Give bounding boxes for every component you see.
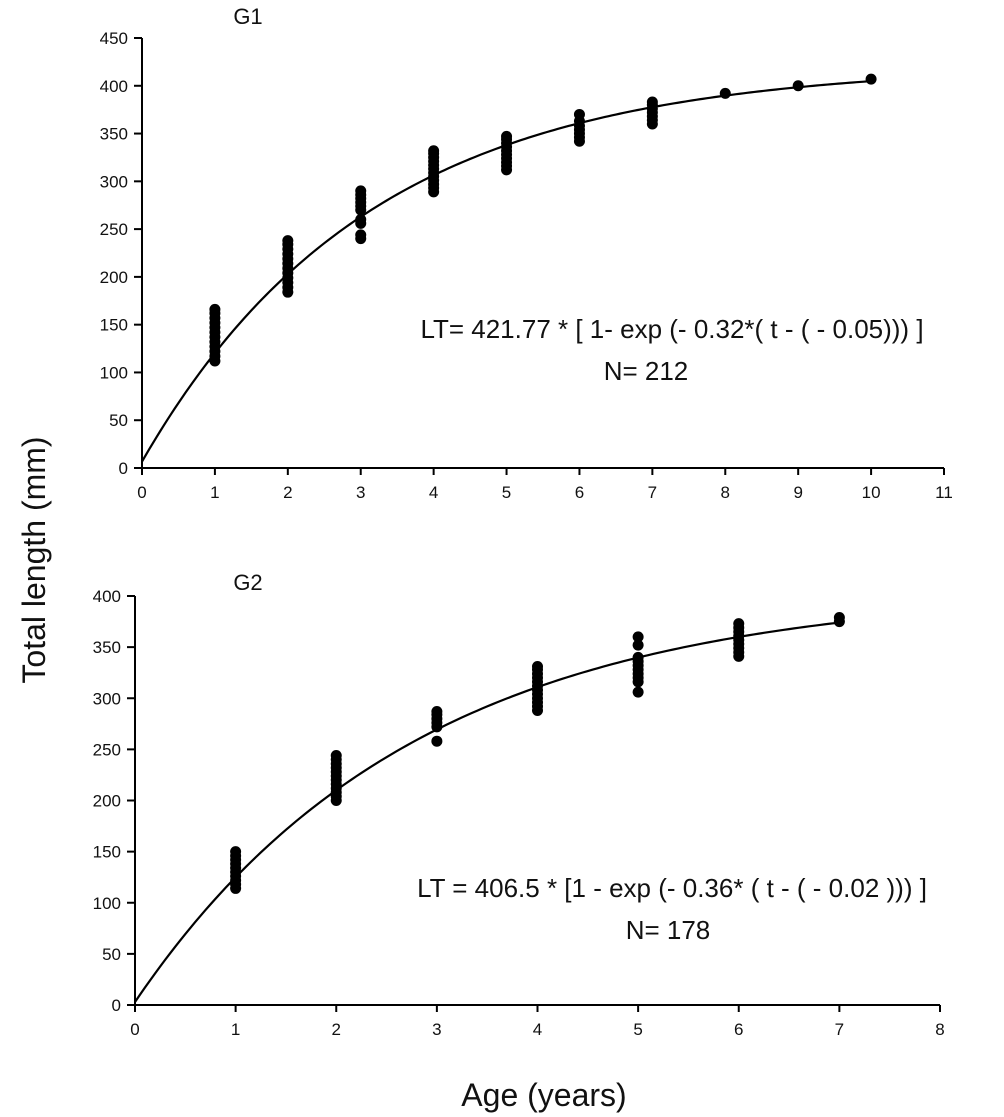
x-tick-label: 6 bbox=[575, 483, 584, 502]
data-point bbox=[632, 639, 644, 651]
y-tick-label: 50 bbox=[102, 945, 121, 964]
data-point bbox=[355, 229, 367, 241]
data-point bbox=[209, 303, 221, 315]
y-tick-label: 250 bbox=[100, 220, 128, 239]
x-tick-label: 5 bbox=[502, 483, 511, 502]
x-tick-label: 1 bbox=[231, 1020, 240, 1039]
x-tick-label: 10 bbox=[862, 483, 881, 502]
y-tick-label: 100 bbox=[100, 363, 128, 382]
data-point bbox=[632, 631, 644, 643]
y-tick-label: 350 bbox=[100, 125, 128, 144]
data-point bbox=[501, 130, 513, 142]
data-point bbox=[532, 661, 543, 673]
data-point bbox=[646, 96, 658, 108]
y-tick-label: 300 bbox=[100, 172, 128, 191]
x-tick-label: 7 bbox=[648, 483, 657, 502]
y-tick-label: 400 bbox=[93, 587, 121, 606]
x-tick-label: 4 bbox=[429, 483, 438, 502]
data-point bbox=[573, 108, 585, 120]
panel-g1: G1 0 50 100 150 200 250 300 350 400 450 0 1 2 3 4 5 6 7 8 9 1… bbox=[100, 4, 953, 502]
data-point bbox=[355, 214, 367, 226]
sample-size-label: N= 178 bbox=[626, 915, 711, 945]
x-tick-label: 6 bbox=[734, 1020, 743, 1039]
y-tick-label: 450 bbox=[100, 29, 128, 48]
y-axis-title: Total length (mm) bbox=[16, 436, 52, 683]
data-point bbox=[719, 87, 731, 99]
y-tick-label: 150 bbox=[100, 316, 128, 335]
x-tick-label: 0 bbox=[130, 1020, 139, 1039]
y-tick-label: 0 bbox=[112, 996, 121, 1015]
data-point bbox=[431, 735, 443, 747]
x-tick-label: 8 bbox=[935, 1020, 944, 1039]
y-tick-label: 100 bbox=[93, 894, 121, 913]
x-tick-label: 2 bbox=[283, 483, 292, 502]
x-tick-label: 0 bbox=[137, 483, 146, 502]
panel-g2: G2 0 50 100 150 200 250 300 350 400 0 1 2 3 4 5 6 7 8 LT = … bbox=[93, 570, 945, 1039]
x-tick-label: 5 bbox=[633, 1020, 642, 1039]
data-point bbox=[632, 686, 644, 698]
x-tick-label: 4 bbox=[533, 1020, 542, 1039]
data-point bbox=[865, 73, 877, 85]
y-tick-label: 150 bbox=[93, 843, 121, 862]
panel-title: G2 bbox=[233, 570, 262, 595]
data-point bbox=[733, 618, 745, 630]
data-point bbox=[230, 846, 242, 858]
data-point bbox=[428, 145, 440, 157]
y-tick-label: 400 bbox=[100, 77, 128, 96]
y-tick-label: 0 bbox=[119, 459, 128, 478]
x-tick-label: 8 bbox=[721, 483, 730, 502]
x-tick-label: 9 bbox=[793, 483, 802, 502]
y-tick-label: 300 bbox=[93, 689, 121, 708]
data-point bbox=[792, 80, 804, 92]
fitted-growth-curve bbox=[134, 621, 840, 1003]
x-tick-label: 11 bbox=[935, 483, 953, 502]
y-tick-label: 50 bbox=[109, 411, 128, 430]
x-tick-label: 3 bbox=[432, 1020, 441, 1039]
x-tick-label: 7 bbox=[835, 1020, 844, 1039]
y-tick-label: 200 bbox=[93, 792, 121, 811]
y-tick-label: 200 bbox=[100, 268, 128, 287]
data-point bbox=[833, 611, 845, 623]
x-axis-title: Age (years) bbox=[461, 1077, 626, 1113]
growth-equation: LT= 421.77 * [ 1- exp (- 0.32*( t - ( - … bbox=[420, 314, 923, 344]
sample-size-label: N= 212 bbox=[604, 356, 689, 386]
panel-title: G1 bbox=[233, 4, 262, 29]
y-tick-label: 350 bbox=[93, 638, 121, 657]
growth-equation: LT = 406.5 * [1 - exp (- 0.36* ( t - ( -… bbox=[417, 873, 927, 903]
x-tick-label: 3 bbox=[356, 483, 365, 502]
data-point bbox=[632, 651, 644, 663]
data-point bbox=[431, 706, 443, 718]
x-tick-label: 2 bbox=[332, 1020, 341, 1039]
data-point bbox=[282, 235, 294, 247]
data-point bbox=[355, 185, 367, 197]
x-tick-label: 1 bbox=[210, 483, 219, 502]
data-point bbox=[330, 750, 342, 762]
y-tick-label: 250 bbox=[93, 740, 121, 759]
